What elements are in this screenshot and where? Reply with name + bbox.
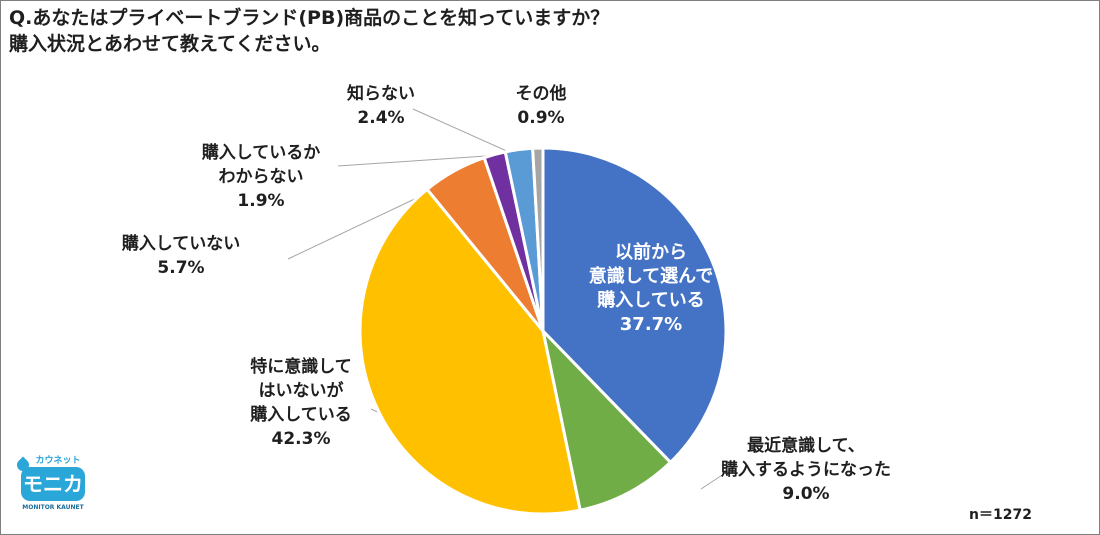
- slice-label-other: その他 0.9%: [516, 83, 567, 128]
- slice-label-not-conscious: 特に意識してはいないが購入している 42.3%: [250, 356, 352, 449]
- question-title: Q.あなたはプライベートブランド(PB)商品のことを知っていますか？ 購入状況と…: [9, 5, 609, 57]
- slice-label-not-buying: 購入していない 5.7%: [122, 233, 241, 278]
- question-line-2: 購入状況とあわせて教えてください。: [9, 33, 331, 55]
- pie-slice-other: [531, 146, 545, 332]
- logo-top-text: カウネット: [35, 456, 81, 466]
- slice-label-unsure: 購入しているかわからない 1.9%: [202, 142, 321, 211]
- slice-label-recent: 最近意識して、購入するようになった 9.0%: [721, 435, 891, 504]
- pie-slice-select-1: [541, 146, 728, 465]
- leader-line-unsure: [337, 155, 487, 167]
- slice-label-select-1: 以前から意識して選んで購入している 37.7%: [589, 241, 714, 335]
- pie-slices: [358, 146, 728, 516]
- leader-line-recent: [700, 465, 737, 490]
- logo-main-text: モニカ: [21, 467, 85, 501]
- leader-line-unknown: [412, 108, 512, 154]
- logo-bottom-text: MONITOR KAUNET: [22, 504, 84, 511]
- pie-slice-not-conscious: [358, 187, 582, 516]
- monica-logo: カウネット モニカ MONITOR KAUNET: [14, 453, 91, 523]
- slice-label-unknown: 知らない 2.4%: [346, 83, 415, 128]
- sample-size-label: n＝1272: [969, 507, 1032, 523]
- question-line-1: Q.あなたはプライベートブランド(PB)商品のことを知っていますか？: [9, 7, 610, 29]
- pie-slice-recent: [540, 326, 673, 512]
- leader-line-not-buying: [287, 195, 422, 260]
- slice-labels: 以前から意識して選んで購入している 37.7% 最近意識して、購入するようになった 9…: [122, 83, 891, 504]
